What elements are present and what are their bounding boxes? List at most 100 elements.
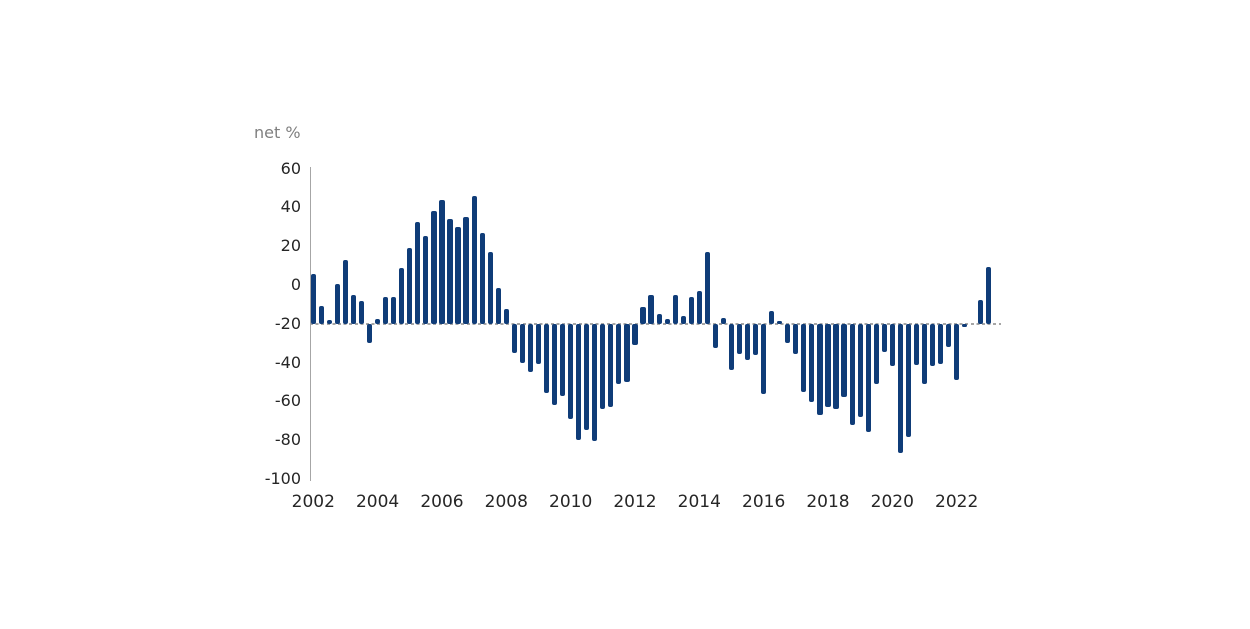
chart-bar — [849, 323, 855, 425]
chart-bar — [986, 266, 992, 324]
chart-bar — [962, 323, 968, 327]
x-tick-label: 2014 — [677, 492, 721, 512]
chart-bar — [366, 323, 373, 344]
chart-bar — [777, 320, 783, 324]
chart-bar — [785, 323, 791, 344]
chart-bar — [383, 296, 389, 324]
chart-bar — [640, 307, 646, 324]
chart-bar — [407, 248, 413, 324]
chart-bar — [712, 323, 718, 349]
chart-bar — [688, 296, 694, 324]
y-tick-label: -20 — [274, 313, 301, 333]
chart-bar — [736, 323, 743, 354]
chart-bar — [495, 287, 501, 324]
chart-bar — [921, 323, 928, 384]
x-tick-label: 2008 — [484, 492, 528, 512]
y-tick-label: -60 — [274, 391, 301, 411]
chart-bar — [592, 323, 598, 442]
chart-bar — [913, 323, 920, 365]
x-tick-label: 2022 — [935, 492, 979, 512]
chart-bar — [350, 294, 357, 324]
chart-bar — [471, 195, 477, 324]
x-tick-label: 2016 — [742, 492, 786, 512]
chart-bar — [833, 323, 839, 410]
chart-bar — [865, 323, 871, 433]
chart-bar — [560, 323, 566, 396]
chart-bar — [761, 323, 767, 394]
x-tick-label: 2020 — [870, 492, 914, 512]
x-tick-label: 2010 — [549, 492, 593, 512]
chart-bar — [978, 299, 984, 324]
chart-bar — [897, 323, 903, 453]
chart-bar — [310, 274, 316, 324]
chart-bar — [535, 323, 542, 364]
chart-bar — [817, 323, 823, 415]
chart-bar — [889, 323, 895, 366]
chart-bar — [753, 323, 759, 355]
y-axis-unit-label: net % — [254, 123, 301, 142]
chart-bar — [937, 323, 944, 364]
chart-bar — [696, 290, 702, 324]
chart-bar — [946, 323, 952, 348]
chart-bar — [881, 323, 887, 352]
chart-bar — [801, 323, 807, 392]
y-tick-label: 0 — [290, 275, 301, 294]
chart-bar — [551, 323, 558, 406]
chart-bar — [439, 199, 445, 324]
chart-bar — [326, 319, 332, 324]
chart-bar — [873, 323, 879, 384]
chart-bar — [543, 323, 550, 393]
chart-bar — [680, 316, 686, 324]
chart-bar — [375, 318, 381, 324]
chart-bar — [455, 226, 461, 324]
chart-bar — [664, 318, 670, 324]
chart-bar — [447, 219, 453, 324]
chart-bar — [342, 259, 349, 324]
chart-bar — [415, 221, 421, 324]
chart-bar — [793, 323, 799, 354]
x-tick-label: 2004 — [355, 492, 400, 512]
chart-bar — [431, 211, 437, 324]
chart-bar — [769, 311, 775, 324]
chart-bar — [672, 294, 678, 324]
chart-bar — [358, 300, 365, 324]
y-tick-label: -40 — [274, 352, 301, 372]
chart-bar — [608, 323, 614, 408]
chart-bar — [744, 323, 751, 360]
chart-bar — [487, 252, 493, 324]
chart-bar — [503, 309, 509, 324]
chart-bar — [463, 217, 469, 324]
chart-bar — [391, 296, 397, 324]
chart-bar — [704, 252, 710, 324]
y-tick-label: 20 — [280, 236, 301, 256]
chart-bar — [841, 323, 847, 397]
chart-bar — [519, 323, 525, 363]
chart-bar — [600, 323, 606, 410]
chart-bar — [576, 323, 582, 441]
chart-bar — [728, 323, 735, 371]
chart-bar — [479, 232, 485, 324]
chart-bar — [527, 323, 534, 373]
chart-bar — [334, 284, 340, 324]
x-tick-label: 2006 — [420, 492, 464, 512]
chart-bar — [809, 323, 815, 403]
chart-bar — [929, 323, 936, 367]
y-tick-label: 40 — [280, 197, 301, 217]
baseline-dashed-line — [310, 322, 1001, 325]
chart-bar — [616, 323, 622, 384]
chart-bar — [399, 267, 405, 324]
chart-bar — [825, 323, 831, 408]
chart-bar — [857, 323, 863, 417]
y-tick-label: -100 — [264, 469, 301, 488]
chart-bar — [624, 323, 630, 382]
chart-bar — [632, 323, 638, 346]
chart-bar — [568, 323, 574, 419]
chart-bar — [584, 323, 590, 430]
chart-bar — [954, 323, 960, 381]
y-tick-label: 60 — [280, 158, 301, 178]
x-tick-label: 2012 — [613, 492, 657, 512]
chart-bar — [423, 235, 429, 324]
chart-bar — [656, 314, 662, 324]
chart-bar — [648, 294, 654, 324]
